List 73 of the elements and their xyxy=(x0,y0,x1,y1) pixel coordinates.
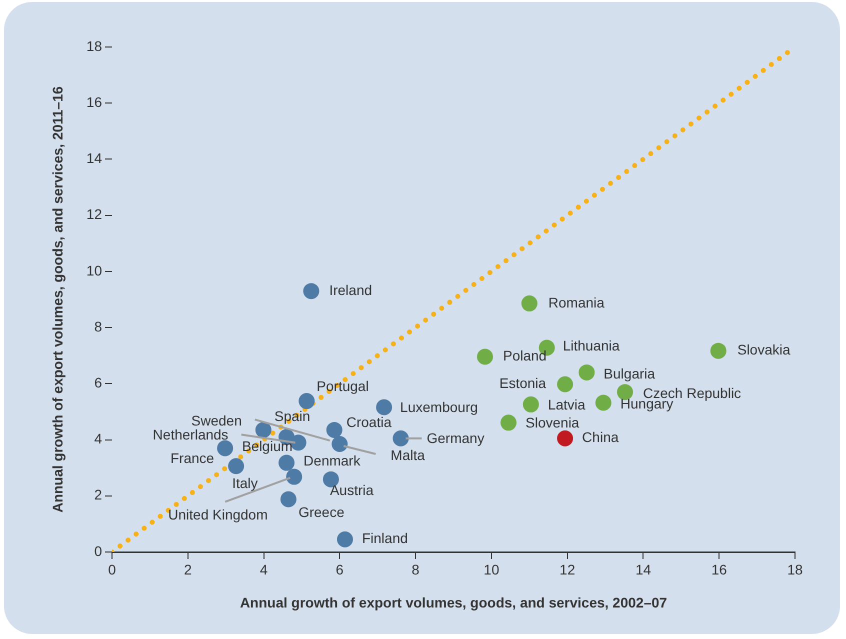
annotation: Latvia xyxy=(548,396,586,412)
y-tick-label: 0 xyxy=(94,542,102,559)
point xyxy=(336,531,353,548)
point xyxy=(290,434,306,451)
annotation: Romania xyxy=(548,294,605,310)
point xyxy=(278,454,295,471)
annotation: Croatia xyxy=(346,414,392,430)
x-tick-label: 10 xyxy=(484,561,500,578)
annotation: Netherlands xyxy=(152,426,228,442)
annotation: Austria xyxy=(330,482,374,498)
x-tick-label: 8 xyxy=(412,561,420,578)
annotation: Estonia xyxy=(499,375,546,392)
y-tick-label: 14 xyxy=(86,150,102,166)
annotation: Slovakia xyxy=(737,342,790,358)
annotation: Slovenia xyxy=(526,414,580,431)
annotation: Luxembourg xyxy=(400,399,478,416)
point xyxy=(557,376,574,392)
point xyxy=(228,458,244,474)
x-tick-label: 16 xyxy=(711,561,728,578)
annotation: Ireland xyxy=(329,282,372,298)
point xyxy=(298,393,315,410)
point xyxy=(522,396,539,412)
y-tick-label: 10 xyxy=(86,262,102,278)
point xyxy=(217,440,234,456)
point xyxy=(521,295,538,312)
point xyxy=(332,436,348,452)
point xyxy=(280,491,296,508)
annotation: Germany xyxy=(426,430,484,446)
x-tick-label: 2 xyxy=(184,561,192,578)
y-tick-label: 2 xyxy=(94,486,102,503)
point xyxy=(557,430,574,446)
y-tick-label: 18 xyxy=(86,38,102,54)
point xyxy=(326,422,342,438)
annotation: Czech Republic xyxy=(643,384,742,401)
point xyxy=(286,468,302,485)
annotation: Finland xyxy=(362,530,408,546)
annotation: Lithuania xyxy=(562,338,620,354)
annotation: China xyxy=(582,429,619,446)
point xyxy=(578,364,595,380)
x-tick-label: 6 xyxy=(336,561,344,578)
y-tick-label: 12 xyxy=(86,206,102,222)
annotation: Italy xyxy=(232,475,258,492)
annotation: Denmark xyxy=(304,452,362,469)
annotation: Poland xyxy=(502,348,547,364)
annotation: Bulgaria xyxy=(604,365,656,382)
y-axis-title: Annual growth of export volumes, goods, and services, 2011–16 xyxy=(49,86,66,513)
x-tick-label: 0 xyxy=(108,561,116,578)
x-axis-title: Annual growth of export volumes, goods, and services, 2002–07 xyxy=(240,594,668,610)
point xyxy=(392,430,409,446)
x-tick-label: 4 xyxy=(260,561,268,578)
y-tick-label: 8 xyxy=(94,318,102,334)
point xyxy=(710,342,726,359)
point xyxy=(476,348,493,365)
y-tick-label: 4 xyxy=(94,430,102,447)
annotation: France xyxy=(170,450,214,466)
annotation: Malta xyxy=(390,446,426,463)
annotation: United Kingdom xyxy=(168,506,268,523)
x-tick-label: 12 xyxy=(560,561,576,578)
x-tick-label: 18 xyxy=(787,561,803,578)
y-tick-label: 6 xyxy=(94,374,102,391)
y-tick-label: 16 xyxy=(86,94,102,110)
annotation: Sweden xyxy=(191,412,242,428)
point xyxy=(376,399,392,416)
point xyxy=(500,414,517,431)
point xyxy=(303,283,320,300)
annotation: Portugal xyxy=(316,378,369,394)
annotation: Belgium xyxy=(242,438,293,454)
point xyxy=(255,422,272,438)
point xyxy=(617,384,634,400)
x-tick-label: 14 xyxy=(635,561,652,578)
annotation: Greece xyxy=(298,504,345,520)
annotation: Spain xyxy=(274,408,310,424)
point xyxy=(595,394,612,411)
